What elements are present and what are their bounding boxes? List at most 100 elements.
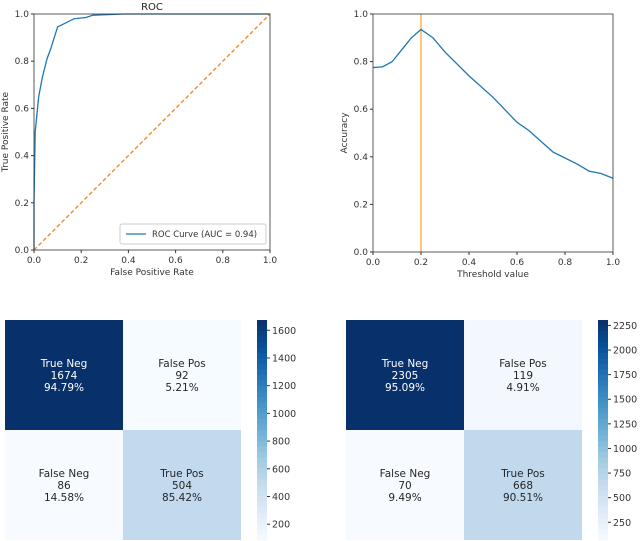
colorbar-segment [598,507,608,513]
colorbar-segment [598,529,608,535]
colorbar-segment [598,512,608,519]
colorbar-segment [598,479,608,486]
colorbar-segment [598,474,608,480]
cell-count: 668 [513,480,533,492]
colorbar-segment [257,419,267,425]
colorbar-tick-label: 1000 [272,409,296,420]
colorbar-tick-label: 800 [272,437,290,448]
y-tick-label: 0.0 [15,246,30,256]
colorbar-segment [598,441,608,447]
colorbar-tick-label: 1600 [272,326,296,337]
colorbar-segment [598,402,608,409]
x-tick-label: 0.8 [558,258,573,268]
colorbar-segment [257,501,267,508]
colorbar-segment [257,342,267,348]
y-tick-label: 0.4 [15,152,30,162]
colorbar-segment [257,397,267,403]
cell-percent: 9.49% [388,492,421,504]
colorbar-segment [598,496,608,502]
cell-percent: 5.21% [165,382,198,394]
colorbar-segment [257,490,267,497]
colorbar-tick-label: 400 [272,492,290,503]
series-line-1 [33,13,271,251]
colorbar-segment [257,430,267,436]
colorbar-segment [257,512,267,519]
x-axis-label: Threshold value [456,270,529,280]
colorbar-segment [598,325,608,332]
colorbar-segment [598,485,608,491]
cell-fill [5,430,123,540]
x-tick-label: 0.2 [414,258,428,268]
colorbar-tick-label: 1400 [272,353,296,364]
colorbar-segment [257,435,267,442]
series-line-0 [372,28,614,179]
x-tick-label: 0.6 [168,256,183,266]
legend: ROC Curve (AUC = 0.94) [119,223,267,245]
cell-count: 70 [398,480,411,492]
colorbar-segment [257,347,267,354]
cell-count: 119 [513,370,533,382]
colorbar-segment [598,386,608,392]
colorbar-segment [257,369,267,376]
colorbar-segment [598,490,608,497]
colorbar-segment [598,534,608,541]
colorbar-segment [257,320,267,326]
colorbar-segment [257,529,267,535]
colorbar-segment [257,331,267,337]
colorbar-segment [257,463,267,469]
x-tick-label: 0.8 [216,256,231,266]
y-tick-label: 0.0 [354,248,369,258]
colorbar-segment [598,347,608,354]
colorbar-segment [257,336,267,343]
x-tick-label: 0.0 [366,258,381,268]
colorbar-segment [598,369,608,376]
y-tick-label: 0.8 [15,57,30,67]
colorbar-segment [598,336,608,343]
colorbar: 250 500 750 1000 1250 1500 1750 2000 2250 [598,320,637,541]
x-tick-label: 0.0 [27,256,42,266]
cell-percent: 4.91% [506,382,539,394]
x-tick-label: 0.2 [74,256,88,266]
plot-frame [372,13,614,253]
colorbar-segment [257,468,267,475]
colorbar-segment [257,457,267,464]
y-tick-label: 0.6 [354,105,369,115]
colorbar-segment [257,358,267,365]
colorbar-segment [598,463,608,469]
y-axis-label: True Positive Rate [1,91,11,173]
cell-label: True Pos [500,468,545,480]
y-tick-label: 0.6 [15,104,30,114]
plot-frame [33,13,271,251]
colorbar-segment [257,518,267,524]
colorbar-segment [598,523,608,530]
x-tick-label: 0.6 [510,258,525,268]
colorbar: 200 400 600 800 1000 1200 1400 1600 [257,320,296,541]
colorbar-segment [598,353,608,359]
cell-fill [5,320,123,430]
colorbar-tick-label: 1000 [613,444,637,455]
colorbar-segment [257,534,267,541]
cell-label: True Pos [159,468,204,480]
colorbar-segment [257,375,267,381]
y-axis-label: Accuracy [340,112,350,154]
cell-count: 92 [175,370,188,382]
colorbar-segment [598,331,608,337]
y-tick-label: 0.8 [354,58,369,68]
y-tick-label: 1.0 [354,10,369,20]
colorbar-segment [257,386,267,392]
colorbar-segment [598,446,608,453]
chart-1: 0.0 0.2 0.4 0.6 0.8 1.0 0.0 0.2 0.4 0.6 0.8 1.0 Thre… [340,10,620,280]
legend-label: ROC Curve (AUC = 0.94) [152,230,257,240]
colorbar-segment [598,501,608,508]
cell-label: True Neg [40,358,88,370]
y-tick-label: 1.0 [15,10,30,20]
cell-count: 86 [57,480,71,492]
cell-fill [464,320,582,430]
colorbar-segment [598,419,608,425]
cell-fill [346,430,464,540]
colorbar-segment [257,479,267,486]
